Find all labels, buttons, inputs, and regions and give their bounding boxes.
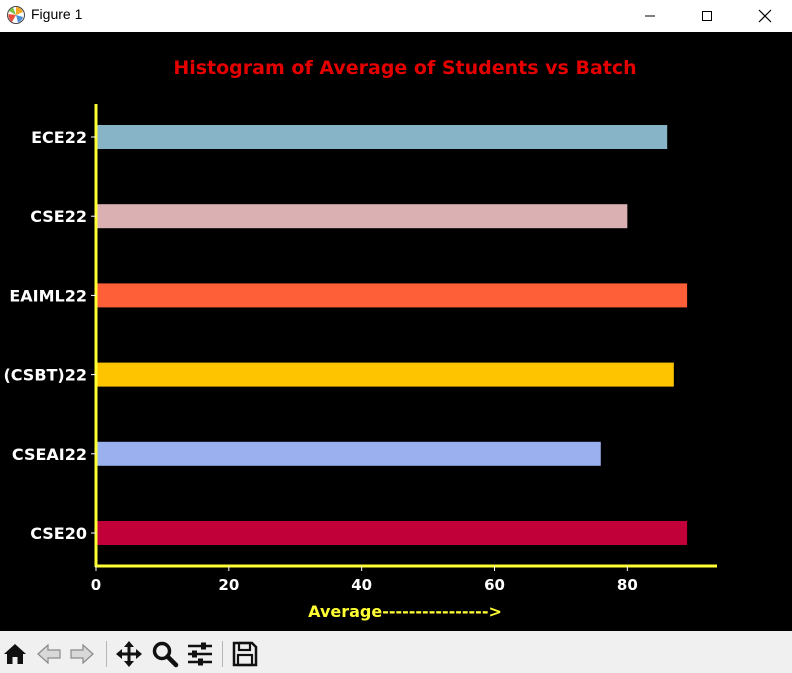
configure-subplots-button[interactable]: [186, 640, 214, 668]
bars-group: [96, 125, 688, 545]
navigation-toolbar: [0, 631, 792, 673]
x-tick-label: 0: [91, 576, 101, 594]
y-tick-label: (CSBT)22: [3, 366, 87, 385]
y-tick-label: ECE22: [31, 128, 87, 147]
back-button[interactable]: [35, 640, 63, 668]
bar: [96, 441, 601, 466]
x-tick-label: 40: [351, 576, 372, 594]
chart-title: Histogram of Average of Students vs Batc…: [173, 57, 636, 79]
bar: [96, 521, 688, 545]
window-title: Figure 1: [31, 6, 83, 22]
axes-group: [94, 104, 717, 568]
home-button[interactable]: [1, 640, 29, 668]
close-button[interactable]: [742, 0, 788, 31]
bar: [96, 283, 688, 308]
ticks-group: CSE20 CSEAI22 (CSBT)22 EAIML22 CSE22 ECE22 0 20…: [3, 128, 637, 594]
x-axis-label: Average---------------->: [308, 602, 502, 621]
zoom-button[interactable]: [151, 640, 179, 668]
y-tick-label: CSE22: [30, 207, 87, 226]
y-tick-label: EAIML22: [9, 286, 87, 305]
x-tick-label: 80: [617, 576, 638, 594]
forward-button[interactable]: [68, 640, 96, 668]
bar: [96, 362, 674, 387]
y-tick-label: CSE20: [30, 524, 87, 543]
bar: [96, 125, 668, 149]
minimize-button[interactable]: [627, 0, 673, 31]
configure-subplots-icon: [188, 642, 212, 666]
x-tick-label: 60: [484, 576, 505, 594]
home-icon: [4, 644, 26, 664]
toolbar-separator: [106, 641, 107, 667]
save-button[interactable]: [231, 640, 259, 668]
x-tick-label: 20: [218, 576, 239, 594]
y-tick-label: CSEAI22: [12, 445, 87, 464]
bar-chart: Histogram of Average of Students vs Batc…: [3, 57, 717, 621]
bar: [96, 204, 628, 229]
close-icon: [758, 9, 772, 22]
title-bar: Figure 1: [0, 0, 792, 31]
pan-button[interactable]: [115, 640, 143, 668]
zoom-magnifier-icon: [152, 641, 179, 668]
toolbar-separator: [222, 641, 223, 667]
back-arrow-icon: [37, 643, 61, 665]
pan-move-icon: [116, 641, 142, 667]
maximize-icon: [702, 10, 712, 21]
matplotlib-icon: [6, 5, 26, 25]
forward-arrow-icon: [70, 643, 94, 665]
maximize-button[interactable]: [684, 0, 730, 31]
figure-canvas: Histogram of Average of Students vs Batc…: [0, 32, 792, 631]
minimize-icon: [645, 15, 655, 16]
save-floppy-icon: [232, 641, 258, 667]
